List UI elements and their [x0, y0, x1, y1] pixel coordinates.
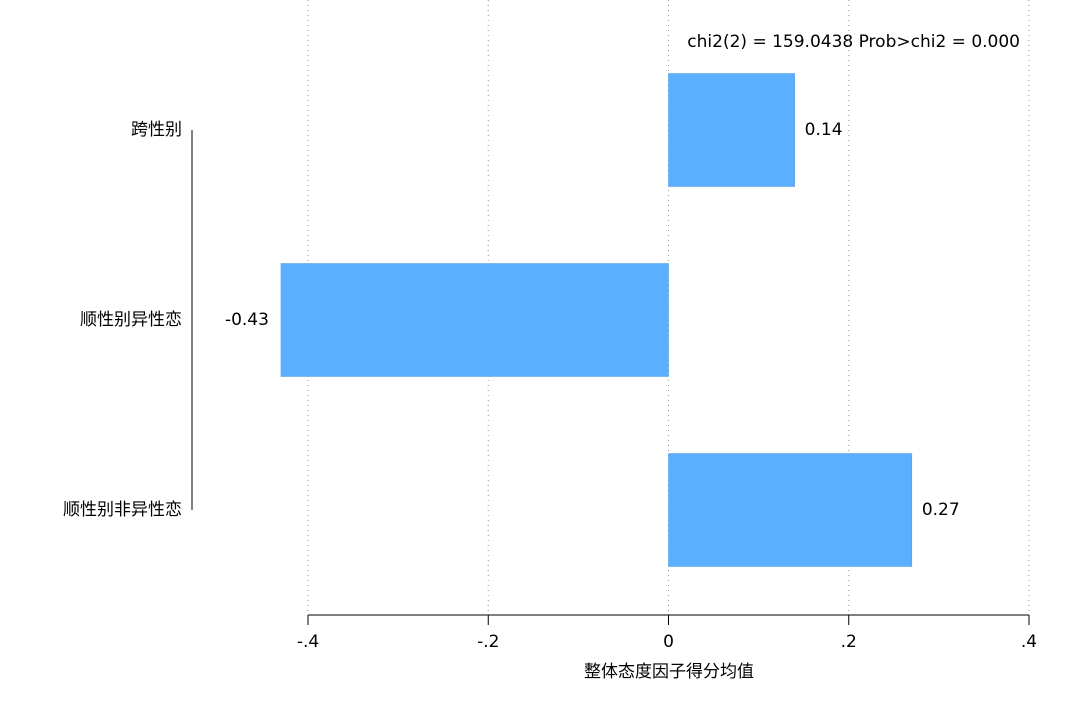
y-tick-label: 顺性别异性恋	[80, 309, 182, 330]
bar	[668, 73, 795, 187]
bar	[668, 453, 913, 567]
x-tick-label: .4	[1021, 632, 1037, 652]
value-label: -0.43	[225, 310, 269, 330]
y-tick-label: 跨性别	[131, 120, 182, 140]
bar	[280, 263, 669, 377]
x-tick-label: 0	[663, 632, 674, 652]
x-axis-label: 整体态度因子得分均值	[584, 662, 754, 682]
value-label: 0.14	[805, 120, 843, 140]
value-label: 0.27	[922, 500, 960, 520]
x-tick-label: -.2	[477, 632, 499, 652]
x-tick-label: -.4	[297, 632, 319, 652]
annotation: chi2(2) = 159.0438 Prob>chi2 = 0.000	[687, 32, 1020, 52]
y-tick-label: 顺性别非异性恋	[63, 499, 182, 520]
x-tick-label: .2	[841, 632, 857, 652]
